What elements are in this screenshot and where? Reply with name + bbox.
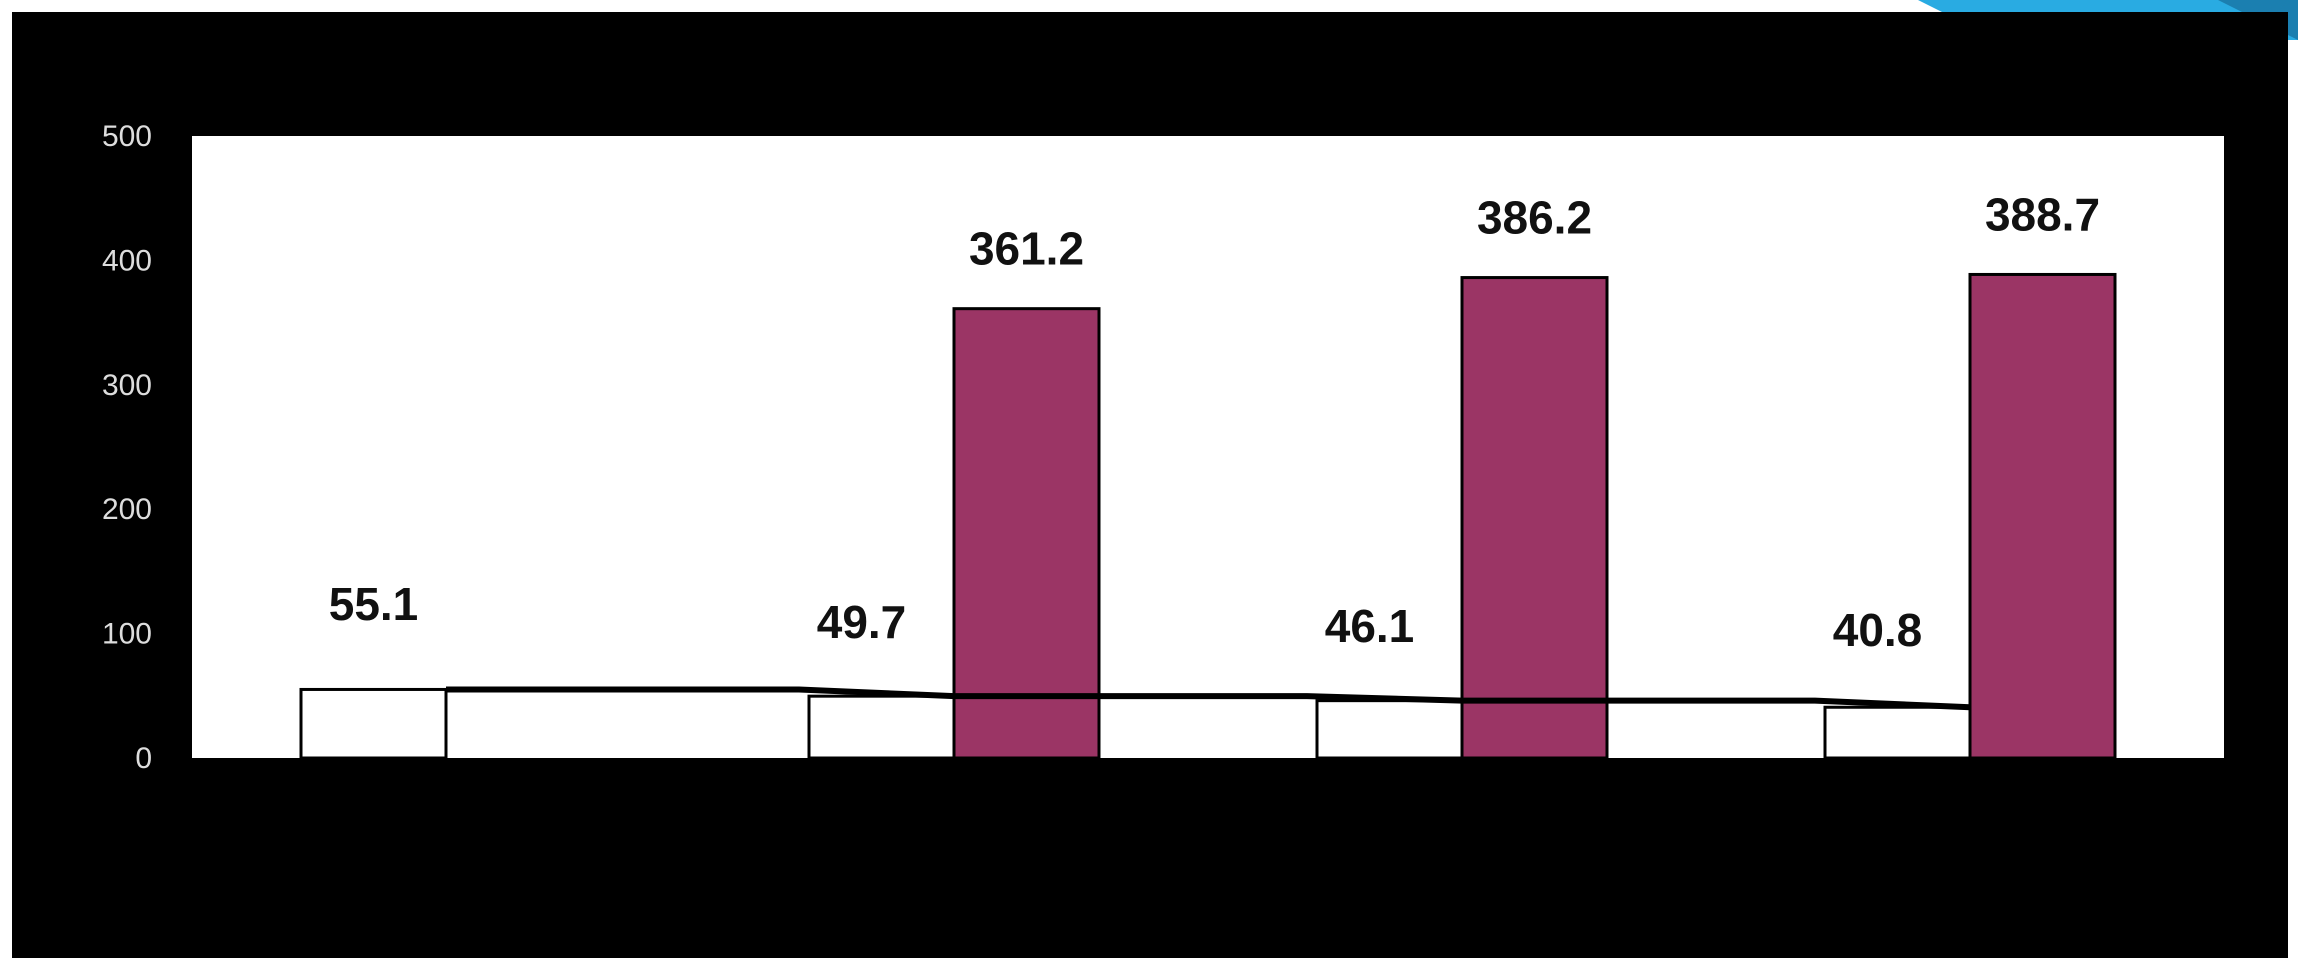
- data-label-series-1: 388.7: [1985, 188, 2100, 240]
- bars: [299, 272, 2117, 760]
- data-label-series-0: 46.1: [1325, 600, 1415, 652]
- y-axis: 0 100 200 300 400 500: [102, 120, 152, 775]
- data-label-series-1: 361.2: [969, 223, 1084, 275]
- bar-series-0: [807, 694, 956, 760]
- bar-series-0: [1823, 705, 1972, 760]
- data-label-series-0: 40.8: [1833, 604, 1923, 656]
- trend-line: [446, 686, 1971, 711]
- bar-chart: 0 100 200 300 400 500 55.1 49.7 361.2 46.1 386.2 4…: [102, 120, 2224, 775]
- bar-series-0: [299, 687, 448, 760]
- y-tick-label: 500: [102, 120, 152, 153]
- bar-series-1: [952, 307, 1101, 760]
- y-tick-label: 100: [102, 618, 152, 651]
- y-tick-label: 200: [102, 493, 152, 526]
- y-tick-label: 0: [135, 742, 152, 775]
- bar-series-0: [1315, 699, 1464, 760]
- data-label-series-0: 49.7: [817, 596, 907, 648]
- plot-area: [192, 136, 2224, 758]
- data-labels: 55.1 49.7 361.2 46.1 386.2 40.8 388.7: [329, 188, 2100, 656]
- y-tick-label: 400: [102, 244, 152, 277]
- trend-line-group: [446, 686, 1971, 711]
- y-tick-label: 300: [102, 369, 152, 402]
- chart-frame: 0 100 200 300 400 500 55.1 49.7 361.2 46.1 386.2 4…: [12, 12, 2288, 958]
- data-label-series-0: 55.1: [329, 578, 419, 630]
- bar-series-1: [1460, 276, 1609, 760]
- data-label-series-1: 386.2: [1477, 192, 1592, 244]
- bar-series-1: [1968, 272, 2117, 760]
